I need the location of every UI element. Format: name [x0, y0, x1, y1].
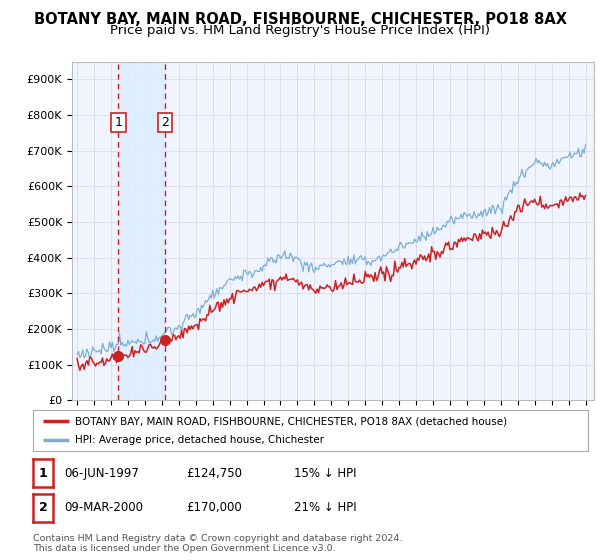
Text: 2: 2: [39, 501, 47, 515]
Text: 21% ↓ HPI: 21% ↓ HPI: [294, 501, 356, 515]
Text: This data is licensed under the Open Government Licence v3.0.: This data is licensed under the Open Gov…: [33, 544, 335, 553]
Text: £124,750: £124,750: [186, 466, 242, 480]
Text: 09-MAR-2000: 09-MAR-2000: [64, 501, 143, 515]
Bar: [118, 62, 165, 400]
Text: 1: 1: [39, 466, 47, 480]
Text: HPI: Average price, detached house, Chichester: HPI: Average price, detached house, Chic…: [74, 435, 323, 445]
Text: Contains HM Land Registry data © Crown copyright and database right 2024.: Contains HM Land Registry data © Crown c…: [33, 534, 403, 543]
Text: Price paid vs. HM Land Registry's House Price Index (HPI): Price paid vs. HM Land Registry's House …: [110, 24, 490, 37]
Text: BOTANY BAY, MAIN ROAD, FISHBOURNE, CHICHESTER, PO18 8AX (detached house): BOTANY BAY, MAIN ROAD, FISHBOURNE, CHICH…: [74, 417, 507, 426]
Text: 06-JUN-1997: 06-JUN-1997: [64, 466, 139, 480]
Text: 2: 2: [161, 116, 169, 129]
Text: BOTANY BAY, MAIN ROAD, FISHBOURNE, CHICHESTER, PO18 8AX: BOTANY BAY, MAIN ROAD, FISHBOURNE, CHICH…: [34, 12, 566, 27]
Text: £170,000: £170,000: [186, 501, 242, 515]
Text: 15% ↓ HPI: 15% ↓ HPI: [294, 466, 356, 480]
Text: 1: 1: [115, 116, 122, 129]
